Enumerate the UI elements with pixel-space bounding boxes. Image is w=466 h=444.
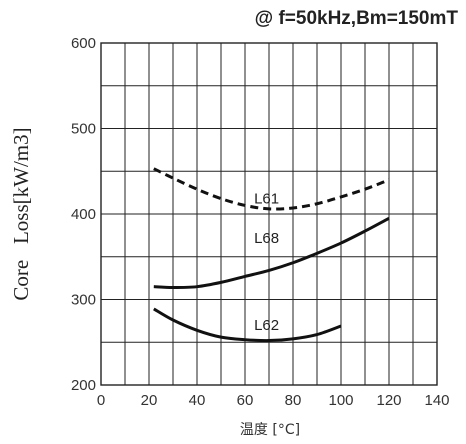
plot-frame [100,42,438,386]
x-axis-label: 温度 [°C] [240,422,300,438]
grid [101,43,437,385]
y-tick-label: 300 [71,292,96,309]
series-label-l62: L62 [254,317,279,334]
y-axis-ticks: 200 300 400 500 600 [71,35,96,394]
series-labels: L61 L68 L62 [254,191,279,335]
x-tick-label: 120 [376,392,401,409]
x-tick-label: 20 [141,392,158,409]
series-line-l68 [153,216,390,290]
y-axis-label: Core Loss[kW/m3] [9,127,33,300]
x-tick-label: 100 [328,392,353,409]
series-line-l61 [153,167,390,211]
x-tick-label: 140 [424,392,449,409]
y-tick-label: 600 [71,35,96,52]
series-label-l61: L61 [254,191,279,208]
series-layer [153,167,390,343]
x-tick-label: 60 [237,392,254,409]
x-tick-label: 40 [189,392,206,409]
x-tick-label: 80 [285,392,302,409]
x-axis-ticks: 0 20 40 60 80 100 120 140 [97,392,450,409]
x-tick-label: 0 [97,392,105,409]
y-tick-label: 500 [71,121,96,138]
chart-title: @ f=50kHz,Bm=150mT [255,8,459,29]
y-tick-label: 200 [71,377,96,394]
series-line-l62 [153,307,342,343]
y-tick-label: 400 [71,206,96,223]
series-label-l68: L68 [254,230,279,247]
